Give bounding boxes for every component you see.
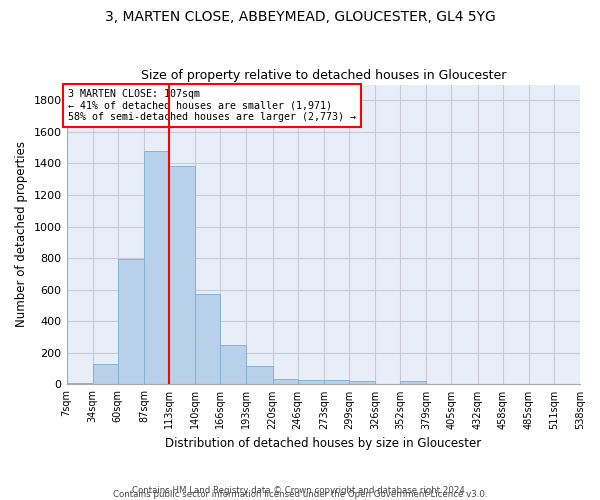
Bar: [272, 379, 298, 384]
Bar: [324, 380, 349, 384]
Text: 3, MARTEN CLOSE, ABBEYMEAD, GLOUCESTER, GL4 5YG: 3, MARTEN CLOSE, ABBEYMEAD, GLOUCESTER, …: [104, 10, 496, 24]
Y-axis label: Number of detached properties: Number of detached properties: [15, 142, 28, 328]
Text: 3 MARTEN CLOSE: 107sqm
← 41% of detached houses are smaller (1,971)
58% of semi-: 3 MARTEN CLOSE: 107sqm ← 41% of detached…: [68, 90, 356, 122]
Title: Size of property relative to detached houses in Gloucester: Size of property relative to detached ho…: [140, 69, 506, 82]
Bar: [298, 380, 324, 384]
Bar: [195, 294, 220, 384]
Bar: [144, 151, 169, 384]
Bar: [400, 382, 426, 384]
Bar: [169, 166, 195, 384]
Bar: [92, 364, 118, 384]
Bar: [247, 366, 272, 384]
Text: Contains HM Land Registry data © Crown copyright and database right 2024.: Contains HM Land Registry data © Crown c…: [132, 486, 468, 495]
Text: Contains public sector information licensed under the Open Government Licence v3: Contains public sector information licen…: [113, 490, 487, 499]
X-axis label: Distribution of detached houses by size in Gloucester: Distribution of detached houses by size …: [165, 437, 481, 450]
Bar: [220, 345, 247, 385]
Bar: [118, 259, 144, 384]
Bar: [67, 383, 92, 384]
Bar: [349, 382, 375, 384]
